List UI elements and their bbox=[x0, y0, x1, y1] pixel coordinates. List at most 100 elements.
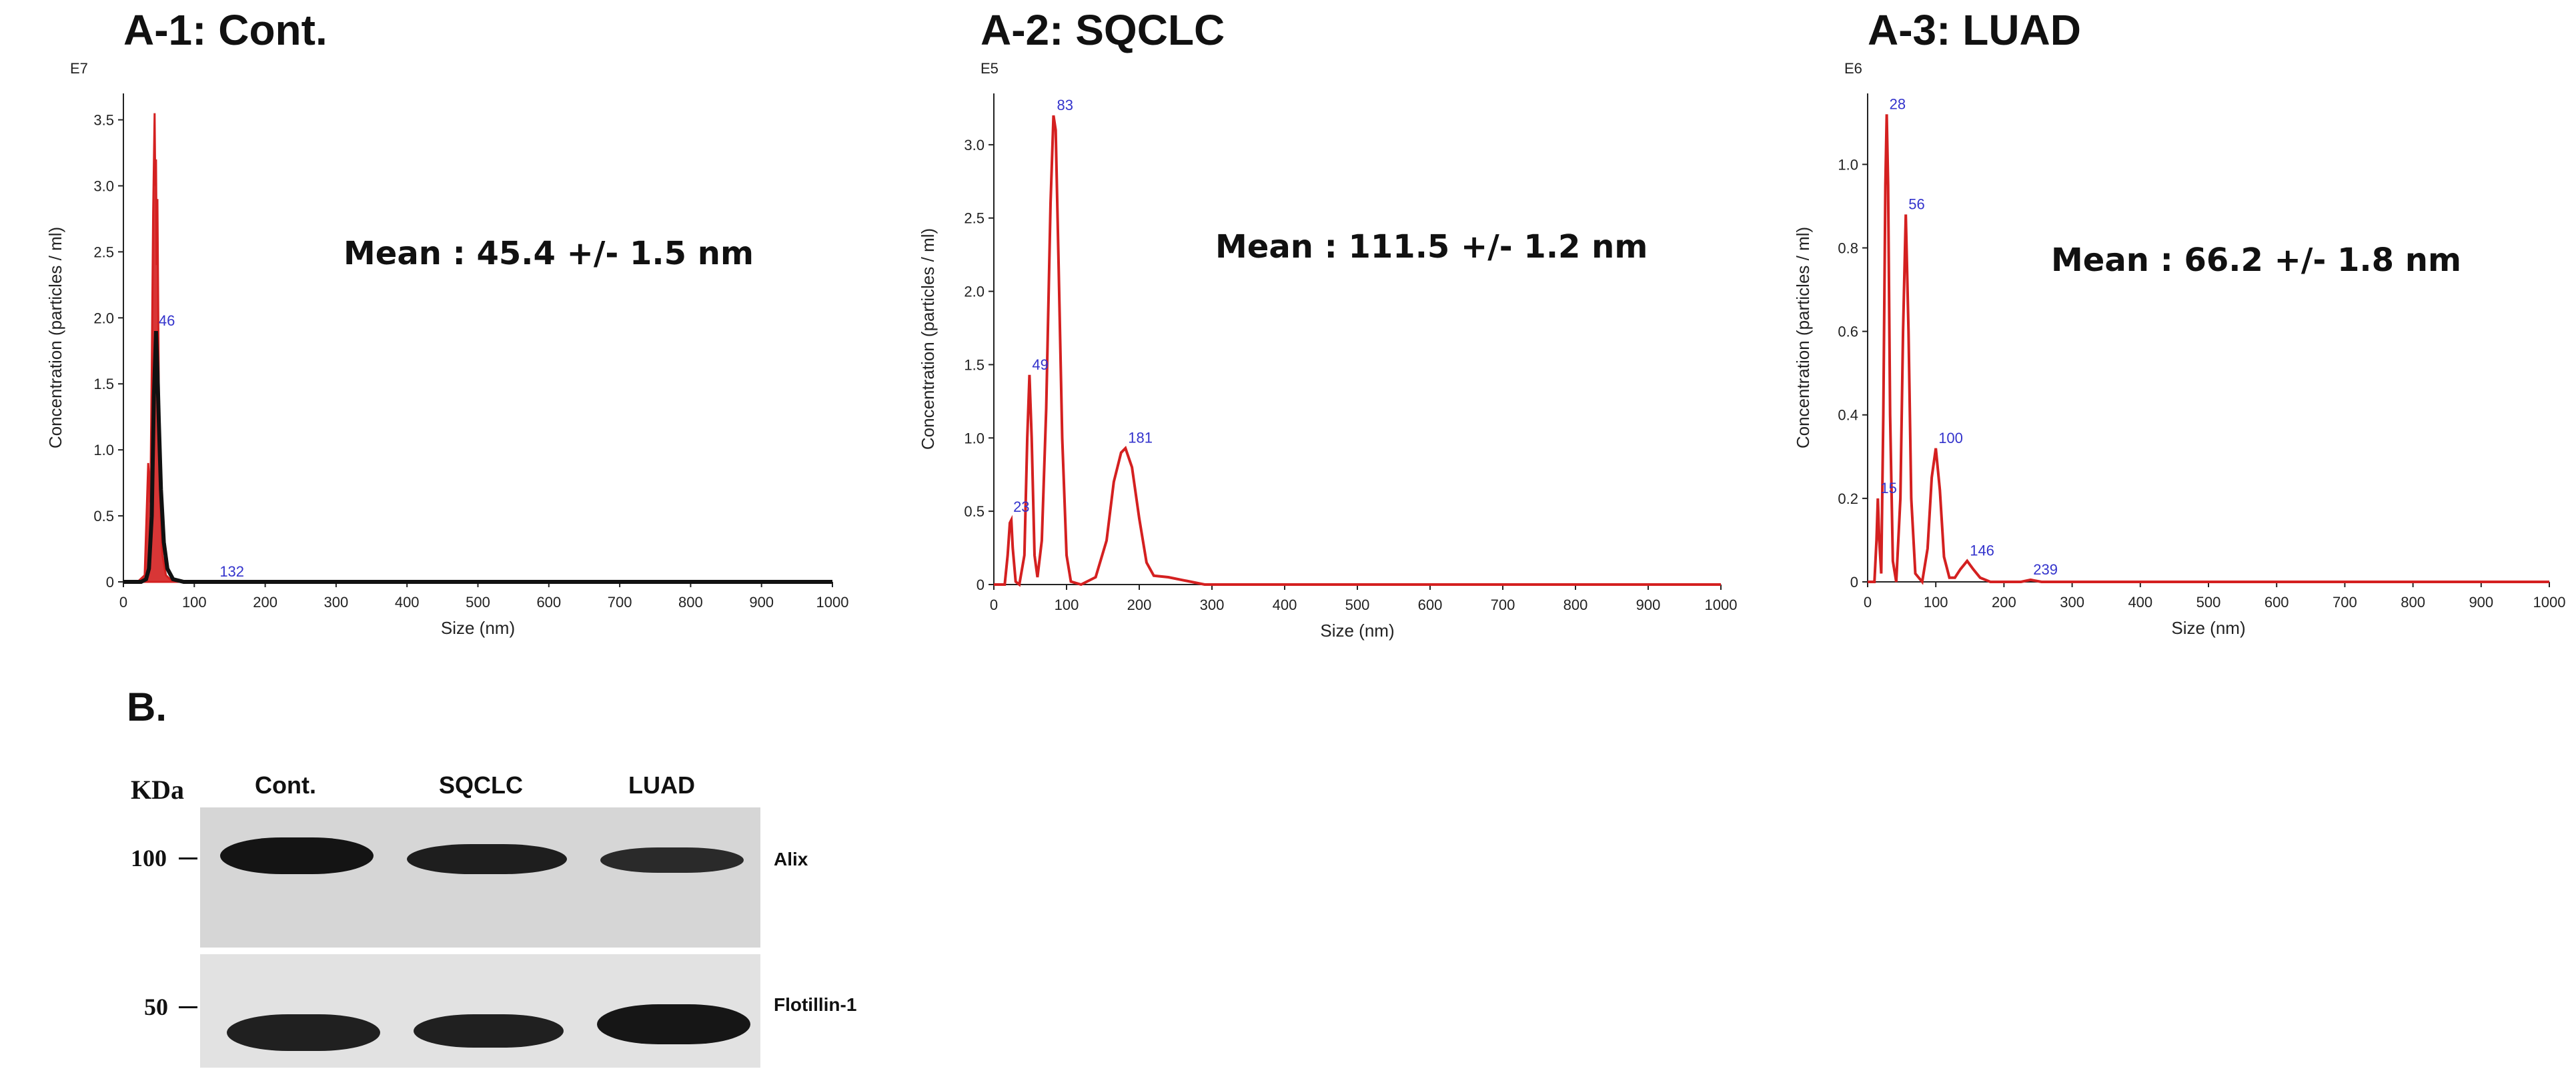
marker-50: 50 bbox=[144, 994, 168, 1020]
chart2-peak-label: 23 bbox=[1013, 498, 1029, 515]
chart1-ylabel: Concentration (particles / ml) bbox=[45, 227, 65, 448]
chart2-ytick-label: 2.5 bbox=[964, 210, 985, 227]
lane-label-sqclc: SQCLC bbox=[439, 771, 523, 799]
chart3-xtick-label: 100 bbox=[1924, 594, 1948, 611]
chart2-xtick-label: 500 bbox=[1345, 597, 1370, 613]
chart1-xtick-label: 1000 bbox=[816, 594, 849, 611]
chart3-red-curve bbox=[1868, 114, 2549, 585]
chart3-peak-label: 15 bbox=[1880, 480, 1896, 496]
chart3-xtick-label: 600 bbox=[2265, 594, 2289, 611]
chart3-xtick-label: 800 bbox=[2401, 594, 2425, 611]
chart2-xtick-label: 100 bbox=[1055, 597, 1079, 613]
band-alix-cont bbox=[220, 837, 374, 874]
chart2-xtick-label: 600 bbox=[1418, 597, 1443, 613]
chart2-ytick-label: 0.5 bbox=[964, 503, 985, 520]
band-flotillin-sqclc bbox=[414, 1014, 564, 1048]
chart2-xtick-label: 0 bbox=[990, 597, 998, 613]
chart3-ylabel: Concentration (particles / ml) bbox=[1793, 227, 1813, 448]
chart1-y-multiplier: E7 bbox=[70, 60, 88, 77]
chart3-xtick-label: 700 bbox=[2333, 594, 2357, 611]
chart1-red-curve bbox=[123, 113, 832, 583]
panel-title-a1: A-1: Cont. bbox=[123, 6, 328, 54]
band-label-alix: Alix bbox=[774, 849, 808, 869]
panel-title-a3: A-3: LUAD bbox=[1868, 6, 2081, 54]
chart2-peak-label: 49 bbox=[1032, 356, 1048, 373]
band-label-flotillin: Flotillin-1 bbox=[774, 994, 857, 1015]
chart3-xtick-label: 0 bbox=[1864, 594, 1872, 611]
chart1-xtick-label: 600 bbox=[536, 594, 561, 611]
chart3-peak-label: 100 bbox=[1938, 430, 1963, 446]
chart3-ytick-label: 0.8 bbox=[1838, 240, 1858, 256]
chart2-xtick-label: 400 bbox=[1273, 597, 1297, 613]
chart2-ytick-label: 1.0 bbox=[964, 430, 985, 446]
chart2-xtick-label: 800 bbox=[1563, 597, 1588, 613]
chart2-xlabel: Size (nm) bbox=[1320, 621, 1394, 641]
chart1-ytick-label: 2.5 bbox=[93, 244, 114, 260]
mean-annotation-a1: Mean : 45.4 +/- 1.5 nm bbox=[344, 235, 754, 272]
chart1-ytick-label: 3.0 bbox=[93, 177, 114, 194]
chart1-xtick-label: 500 bbox=[466, 594, 490, 611]
chart1-xtick-label: 300 bbox=[324, 594, 349, 611]
chart2-xtick-label: 200 bbox=[1127, 597, 1152, 613]
chart2-xtick-label: 1000 bbox=[1705, 597, 1738, 613]
chart2-ytick-label: 0 bbox=[977, 577, 985, 593]
chart3-peak-label: 146 bbox=[1970, 542, 1994, 559]
marker-50-tick bbox=[179, 1006, 197, 1008]
chart3-xtick-label: 300 bbox=[2060, 594, 2084, 611]
western-blot: KDa Cont. SQCLC LUAD 100 50 Alix Flotill… bbox=[107, 761, 894, 1068]
chart2-red-curve bbox=[994, 115, 1721, 587]
mean-annotation-a2: Mean : 111.5 +/- 1.2 nm bbox=[1215, 228, 1648, 266]
chart1-ytick-label: 0 bbox=[106, 574, 114, 591]
chart1-xtick-label: 200 bbox=[253, 594, 277, 611]
chart2-ytick-label: 1.5 bbox=[964, 356, 985, 373]
chart3-xlabel: Size (nm) bbox=[2171, 618, 2245, 638]
chart1-peak-label: 132 bbox=[219, 563, 244, 580]
chart2-xtick-label: 700 bbox=[1491, 597, 1515, 613]
band-alix-sqclc bbox=[407, 844, 567, 874]
chart2-ytick-label: 2.0 bbox=[964, 284, 985, 300]
marker-100-tick bbox=[179, 857, 197, 859]
chart3-xtick-label: 900 bbox=[2469, 594, 2493, 611]
chart3-peak-label: 28 bbox=[1890, 95, 1906, 112]
lane-label-luad: LUAD bbox=[628, 771, 695, 799]
chart3-ytick-label: 1.0 bbox=[1838, 156, 1858, 173]
chart1-ytick-label: 1.0 bbox=[93, 442, 114, 458]
kda-label: KDa bbox=[131, 775, 184, 805]
chart3-xtick-label: 500 bbox=[2196, 594, 2221, 611]
chart3-ytick-label: 0.6 bbox=[1838, 324, 1858, 340]
chart1-black-curve bbox=[123, 330, 832, 584]
chart3-ytick-label: 0 bbox=[1850, 574, 1858, 591]
blot-strip-alix bbox=[200, 807, 760, 948]
mean-annotation-a3: Mean : 66.2 +/- 1.8 nm bbox=[2051, 242, 2461, 279]
band-alix-luad bbox=[600, 847, 744, 873]
chart1-xtick-label: 900 bbox=[749, 594, 774, 611]
chart3-peak-label: 239 bbox=[2033, 561, 2058, 578]
chart1-xtick-label: 400 bbox=[395, 594, 420, 611]
chart3-peak-label: 56 bbox=[1908, 196, 1924, 212]
chart3-xtick-label: 200 bbox=[1992, 594, 2016, 611]
chart1-xtick-label: 100 bbox=[182, 594, 207, 611]
lane-label-cont: Cont. bbox=[255, 771, 316, 799]
chart2-peak-label: 181 bbox=[1128, 430, 1153, 446]
chart3-xtick-label: 400 bbox=[2128, 594, 2152, 611]
chart2-peak-label: 83 bbox=[1057, 97, 1073, 113]
section-label-b: B. bbox=[127, 685, 167, 729]
band-flotillin-luad bbox=[597, 1004, 750, 1044]
chart1-xtick-label: 700 bbox=[608, 594, 632, 611]
chart1-xtick-label: 0 bbox=[119, 594, 127, 611]
chart2-xtick-label: 300 bbox=[1200, 597, 1225, 613]
chart2-ylabel: Concentration (particles / ml) bbox=[918, 228, 938, 450]
chart3-xtick-label: 1000 bbox=[2533, 594, 2566, 611]
chart2-ytick-label: 3.0 bbox=[964, 137, 985, 153]
chart2-xtick-label: 900 bbox=[1636, 597, 1661, 613]
chart1-ytick-label: 0.5 bbox=[93, 508, 114, 524]
chart1-peak-label: 46 bbox=[159, 312, 175, 329]
blot-strip-flotillin bbox=[200, 954, 760, 1068]
chart1-ytick-label: 1.5 bbox=[93, 376, 114, 392]
chart1-xlabel: Size (nm) bbox=[441, 618, 515, 638]
chart1-xtick-label: 800 bbox=[678, 594, 703, 611]
chart1-ytick-label: 2.0 bbox=[93, 310, 114, 326]
chart1-ytick-label: 3.5 bbox=[93, 112, 114, 129]
chart-a1-cont: 0 100 200 300 400 500 600 700 800 900 100000.51.01… bbox=[45, 60, 2566, 641]
chart3-ytick-label: 0.4 bbox=[1838, 407, 1858, 424]
